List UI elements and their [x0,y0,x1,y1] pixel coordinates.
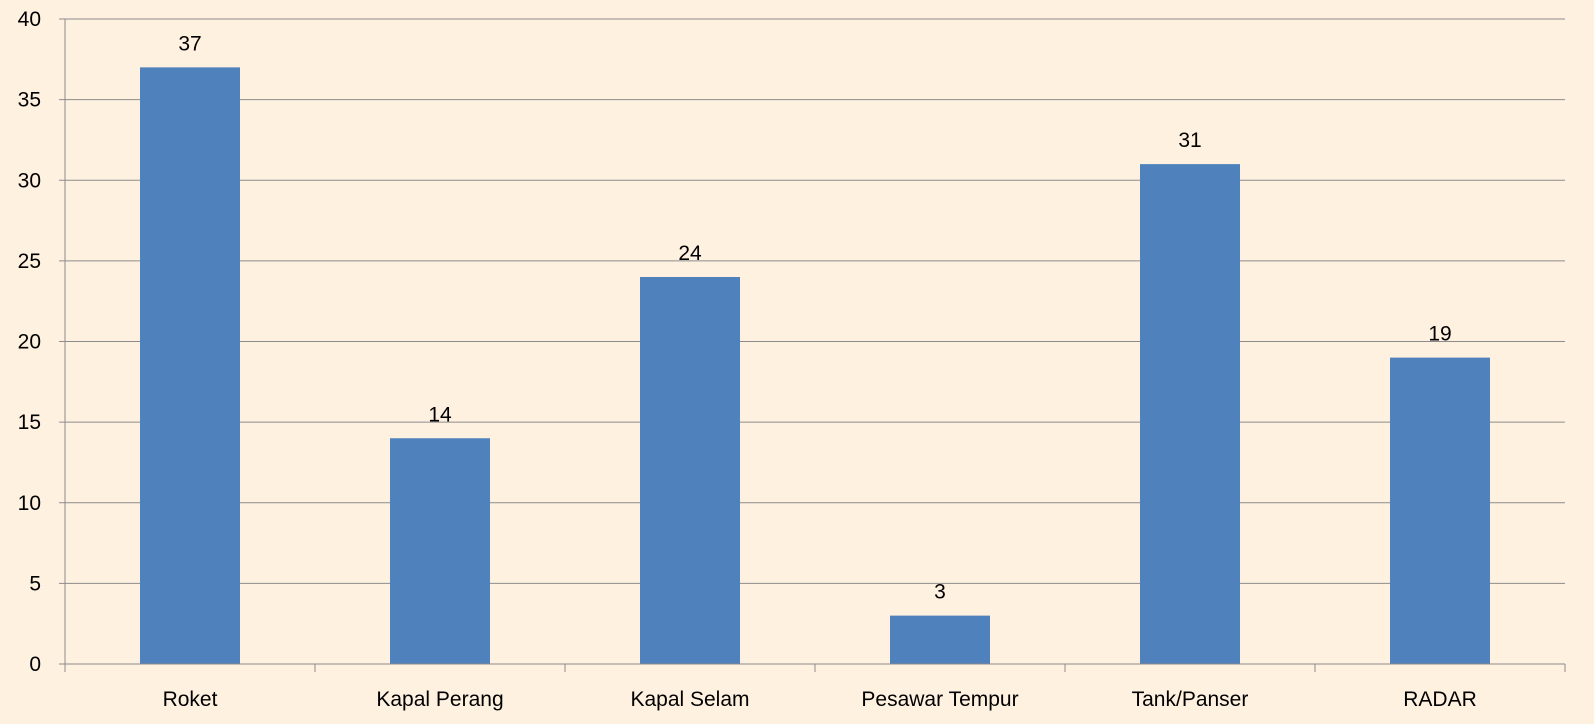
y-tick-label-15: 15 [18,411,41,434]
y-tick-label-25: 25 [18,250,41,273]
x-tick-label-3: Pesawar Tempur [861,688,1018,711]
y-tick-label-40: 40 [18,8,41,31]
data-label-3: 3 [934,581,946,604]
y-tick-label-35: 35 [18,89,41,112]
bar-2 [640,277,740,664]
y-tick-label-0: 0 [29,653,41,676]
labels: 0 5 10 15 20 25 30 35 40 37 Roket 14 Kapal Perang 24 K… [18,8,1477,711]
data-label-5: 19 [1428,323,1451,346]
axes [59,18,1566,672]
y-tick-label-10: 10 [18,492,41,515]
data-label-4: 31 [1178,129,1201,152]
bar-0 [140,67,240,664]
y-tick-label-5: 5 [29,572,41,595]
x-tick-label-4: Tank/Panser [1132,688,1249,711]
y-tick-label-30: 30 [18,169,41,192]
x-tick-label-0: Roket [163,688,218,711]
x-tick-label-5: RADAR [1403,688,1477,711]
x-tick-label-1: Kapal Perang [376,688,503,711]
y-tick-label-20: 20 [18,331,41,354]
bar-3 [890,615,990,664]
bar-4 [1140,164,1240,664]
data-label-0: 37 [178,32,201,55]
bar-1 [390,438,490,664]
bar-5 [1390,357,1490,664]
data-label-1: 14 [428,403,452,426]
data-label-2: 24 [678,242,702,265]
bars [140,67,1490,664]
gridlines [65,18,1565,584]
x-tick-label-2: Kapal Selam [630,688,749,711]
